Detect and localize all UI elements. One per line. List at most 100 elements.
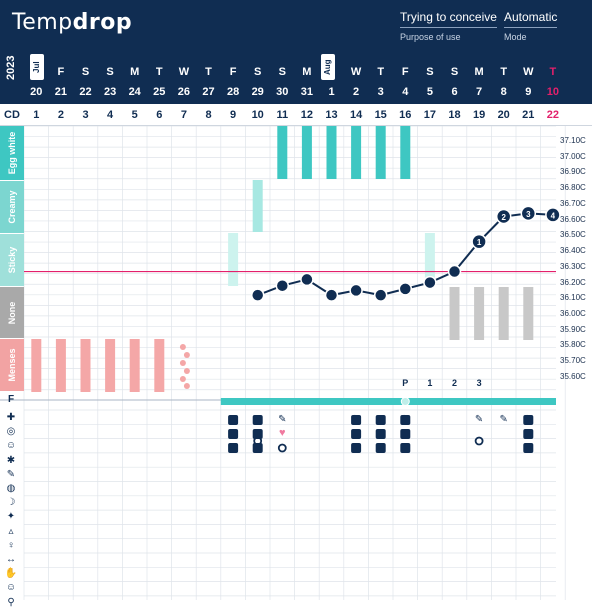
date-label[interactable]: 22: [79, 86, 92, 98]
note-pen-icon[interactable]: ✎: [278, 414, 286, 425]
temperature-point[interactable]: [447, 264, 462, 279]
egg-white-bar[interactable]: [277, 126, 288, 179]
peak-marker: 1: [427, 378, 432, 388]
menses-bar[interactable]: [129, 339, 140, 392]
moon-icon: ☽: [6, 497, 16, 509]
sticky-bar[interactable]: [228, 233, 239, 286]
egg-white-bar[interactable]: [351, 126, 362, 179]
symptom-square[interactable]: [228, 429, 239, 439]
goal-value[interactable]: Trying to conceive: [400, 10, 497, 28]
temperature-point[interactable]: [300, 272, 314, 287]
date-label[interactable]: 27: [202, 86, 215, 98]
none-bar[interactable]: [523, 287, 534, 340]
temperature-point[interactable]: [495, 208, 512, 225]
ovulation-marker[interactable]: [400, 397, 410, 406]
egg-white-bar[interactable]: [301, 126, 312, 179]
date-label[interactable]: 24: [128, 86, 141, 98]
date-label[interactable]: 26: [177, 86, 191, 98]
date-label[interactable]: 10: [546, 86, 560, 98]
symptom-square[interactable]: [228, 415, 239, 425]
symptom-square[interactable]: [400, 415, 411, 425]
none-bar[interactable]: [449, 287, 460, 340]
symptom-square[interactable]: [252, 429, 263, 439]
temperature-point[interactable]: [373, 288, 388, 302]
creamy-bar[interactable]: [252, 180, 263, 232]
menses-bar[interactable]: [55, 339, 66, 392]
menses-bar[interactable]: [31, 339, 42, 392]
cycle-day-label: 19: [472, 109, 486, 121]
date-label[interactable]: 21: [54, 86, 68, 98]
date-label[interactable]: 28: [226, 86, 240, 98]
symptom-square[interactable]: [523, 415, 534, 425]
mode-selector[interactable]: Automatic Mode: [504, 10, 558, 42]
date-label[interactable]: 25: [153, 86, 166, 98]
temperature-point[interactable]: [520, 205, 537, 222]
menses-bar[interactable]: [105, 339, 116, 392]
date-label[interactable]: 29: [251, 86, 264, 98]
note-pen-icon[interactable]: ✎: [500, 414, 508, 425]
menses-bar[interactable]: [80, 339, 91, 392]
date-label[interactable]: 30: [276, 86, 289, 98]
temperature-point[interactable]: [471, 233, 487, 250]
pin-icon: ♀: [7, 539, 15, 551]
date-label[interactable]: 7: [476, 86, 483, 98]
date-label[interactable]: 9: [525, 86, 532, 98]
egg-white-bar[interactable]: [326, 126, 337, 179]
intercourse-heart-icon[interactable]: ♥: [279, 427, 286, 439]
mood-icon: ☺: [5, 582, 17, 594]
month-badge: Jul: [30, 54, 44, 80]
symptom-square[interactable]: [351, 415, 362, 425]
temperature-point[interactable]: [349, 283, 363, 298]
date-label[interactable]: 5: [426, 86, 433, 98]
symptom-square[interactable]: [375, 415, 386, 425]
date-label[interactable]: 2: [353, 86, 360, 98]
row-label-sticky: Sticky: [0, 234, 24, 286]
cycle-day-label: 6: [156, 109, 163, 121]
temperature-point[interactable]: [275, 278, 290, 293]
symptom-square[interactable]: [351, 443, 362, 453]
mode-value[interactable]: Automatic: [504, 10, 558, 28]
app-logo: Tempdrop: [12, 10, 133, 35]
temperature-point[interactable]: [324, 288, 339, 302]
symptom-square[interactable]: [375, 443, 386, 453]
symptom-square[interactable]: [400, 429, 411, 439]
symptom-square[interactable]: [523, 443, 534, 453]
symptom-square[interactable]: [375, 429, 386, 439]
date-label[interactable]: 6: [451, 86, 458, 98]
note-pen-icon[interactable]: ✎: [475, 414, 483, 425]
none-bar[interactable]: [498, 287, 509, 340]
temperature-point[interactable]: [250, 288, 265, 302]
weekday-label: T: [205, 66, 212, 78]
temperature-point[interactable]: [398, 282, 413, 296]
date-label[interactable]: 31: [300, 86, 314, 98]
date-label[interactable]: 23: [103, 86, 117, 98]
symptom-square[interactable]: [228, 443, 239, 453]
temperature-point[interactable]: [545, 207, 561, 223]
symptom-square[interactable]: [252, 443, 263, 453]
none-bar[interactable]: [474, 287, 485, 340]
egg-white-bar[interactable]: [375, 126, 386, 179]
symptom-square[interactable]: [252, 415, 263, 425]
goal-selector[interactable]: Trying to conceive Purpose of use: [400, 10, 497, 42]
menses-bar[interactable]: [154, 339, 165, 392]
fertile-window-bar: [220, 398, 557, 405]
spotting-dot: [183, 352, 190, 358]
cd-label: CD: [4, 109, 20, 121]
test-marker[interactable]: [474, 436, 484, 446]
test-marker[interactable]: [277, 443, 287, 453]
date-label[interactable]: 3: [377, 86, 384, 98]
row-label-menses: Menses: [0, 339, 24, 391]
date-label[interactable]: 4: [402, 86, 409, 98]
symptom-square[interactable]: [351, 429, 362, 439]
egg-white-bar[interactable]: [400, 126, 411, 179]
temperature-point[interactable]: [423, 275, 437, 290]
date-label[interactable]: 20: [30, 86, 43, 98]
cycle-day-label: 11: [276, 109, 289, 121]
sticky-bar[interactable]: [424, 233, 435, 286]
symptom-square[interactable]: [523, 429, 534, 439]
symptom-square[interactable]: [400, 443, 411, 453]
cycle-day-label: 1: [33, 109, 40, 121]
date-label[interactable]: 8: [500, 86, 507, 98]
date-label[interactable]: 1: [328, 86, 335, 98]
